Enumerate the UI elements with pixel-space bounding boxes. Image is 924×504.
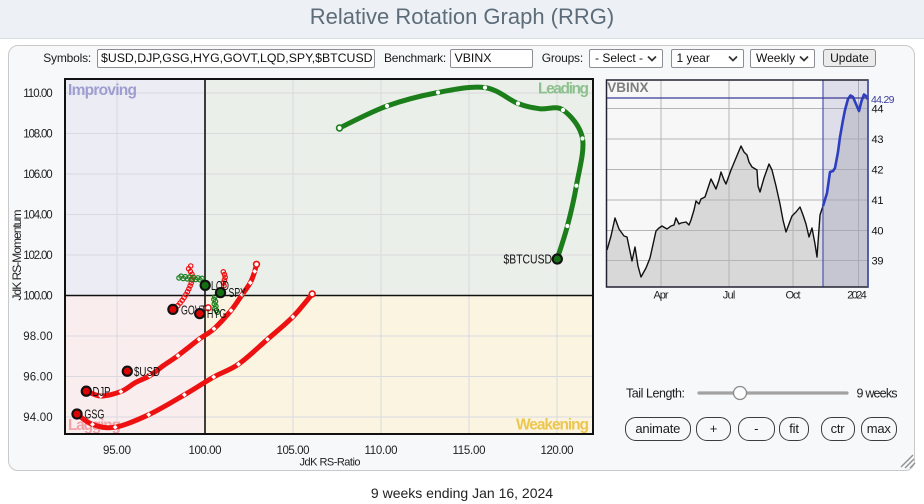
svg-text:$USD: $USD	[134, 365, 160, 379]
svg-text:2024: 2024	[847, 290, 867, 302]
svg-text:VBINX: VBINX	[607, 80, 648, 95]
svg-text:108.00: 108.00	[23, 129, 53, 141]
svg-text:9 weeks: 9 weeks	[857, 387, 898, 401]
svg-text:110.00: 110.00	[23, 88, 53, 100]
svg-text:98.00: 98.00	[23, 331, 53, 343]
svg-text:120.00: 120.00	[541, 445, 574, 457]
svg-text:JdK RS-Ratio: JdK RS-Ratio	[300, 457, 361, 469]
svg-text:$BTCUSD: $BTCUSD	[504, 253, 553, 267]
svg-text:100.00: 100.00	[189, 445, 222, 457]
svg-text:110.00: 110.00	[365, 445, 398, 457]
svg-text:Tail Length:: Tail Length:	[626, 387, 685, 401]
svg-text:Weakening: Weakening	[516, 417, 589, 434]
svg-text:95.00: 95.00	[103, 445, 131, 457]
svg-text:DJP: DJP	[93, 385, 111, 399]
svg-text:Improving: Improving	[68, 82, 137, 99]
svg-text:44: 44	[872, 104, 884, 116]
svg-text:100.00: 100.00	[23, 291, 53, 303]
svg-text:Leading: Leading	[538, 81, 589, 98]
svg-text:41: 41	[872, 195, 884, 207]
svg-text:40: 40	[872, 226, 884, 238]
svg-text:42: 42	[872, 165, 884, 177]
svg-text:115.00: 115.00	[453, 445, 486, 457]
svg-text:106.00: 106.00	[23, 169, 53, 181]
svg-text:Jul: Jul	[723, 290, 736, 302]
svg-text:94.00: 94.00	[23, 412, 53, 424]
svg-text:HYG: HYG	[207, 307, 227, 321]
svg-text:SPY: SPY	[229, 286, 247, 300]
svg-text:105.00: 105.00	[277, 445, 310, 457]
svg-text:44.29: 44.29	[871, 94, 895, 106]
svg-text:JdK RS-Momentum: JdK RS-Momentum	[10, 210, 24, 301]
svg-text:Apr: Apr	[654, 290, 669, 302]
svg-text:104.00: 104.00	[23, 210, 53, 222]
svg-text:GSG: GSG	[84, 408, 104, 422]
svg-text:96.00: 96.00	[23, 372, 53, 384]
svg-text:43: 43	[872, 134, 884, 146]
svg-text:Oct: Oct	[786, 290, 801, 302]
svg-text:39: 39	[872, 256, 884, 268]
svg-text:102.00: 102.00	[23, 250, 53, 262]
